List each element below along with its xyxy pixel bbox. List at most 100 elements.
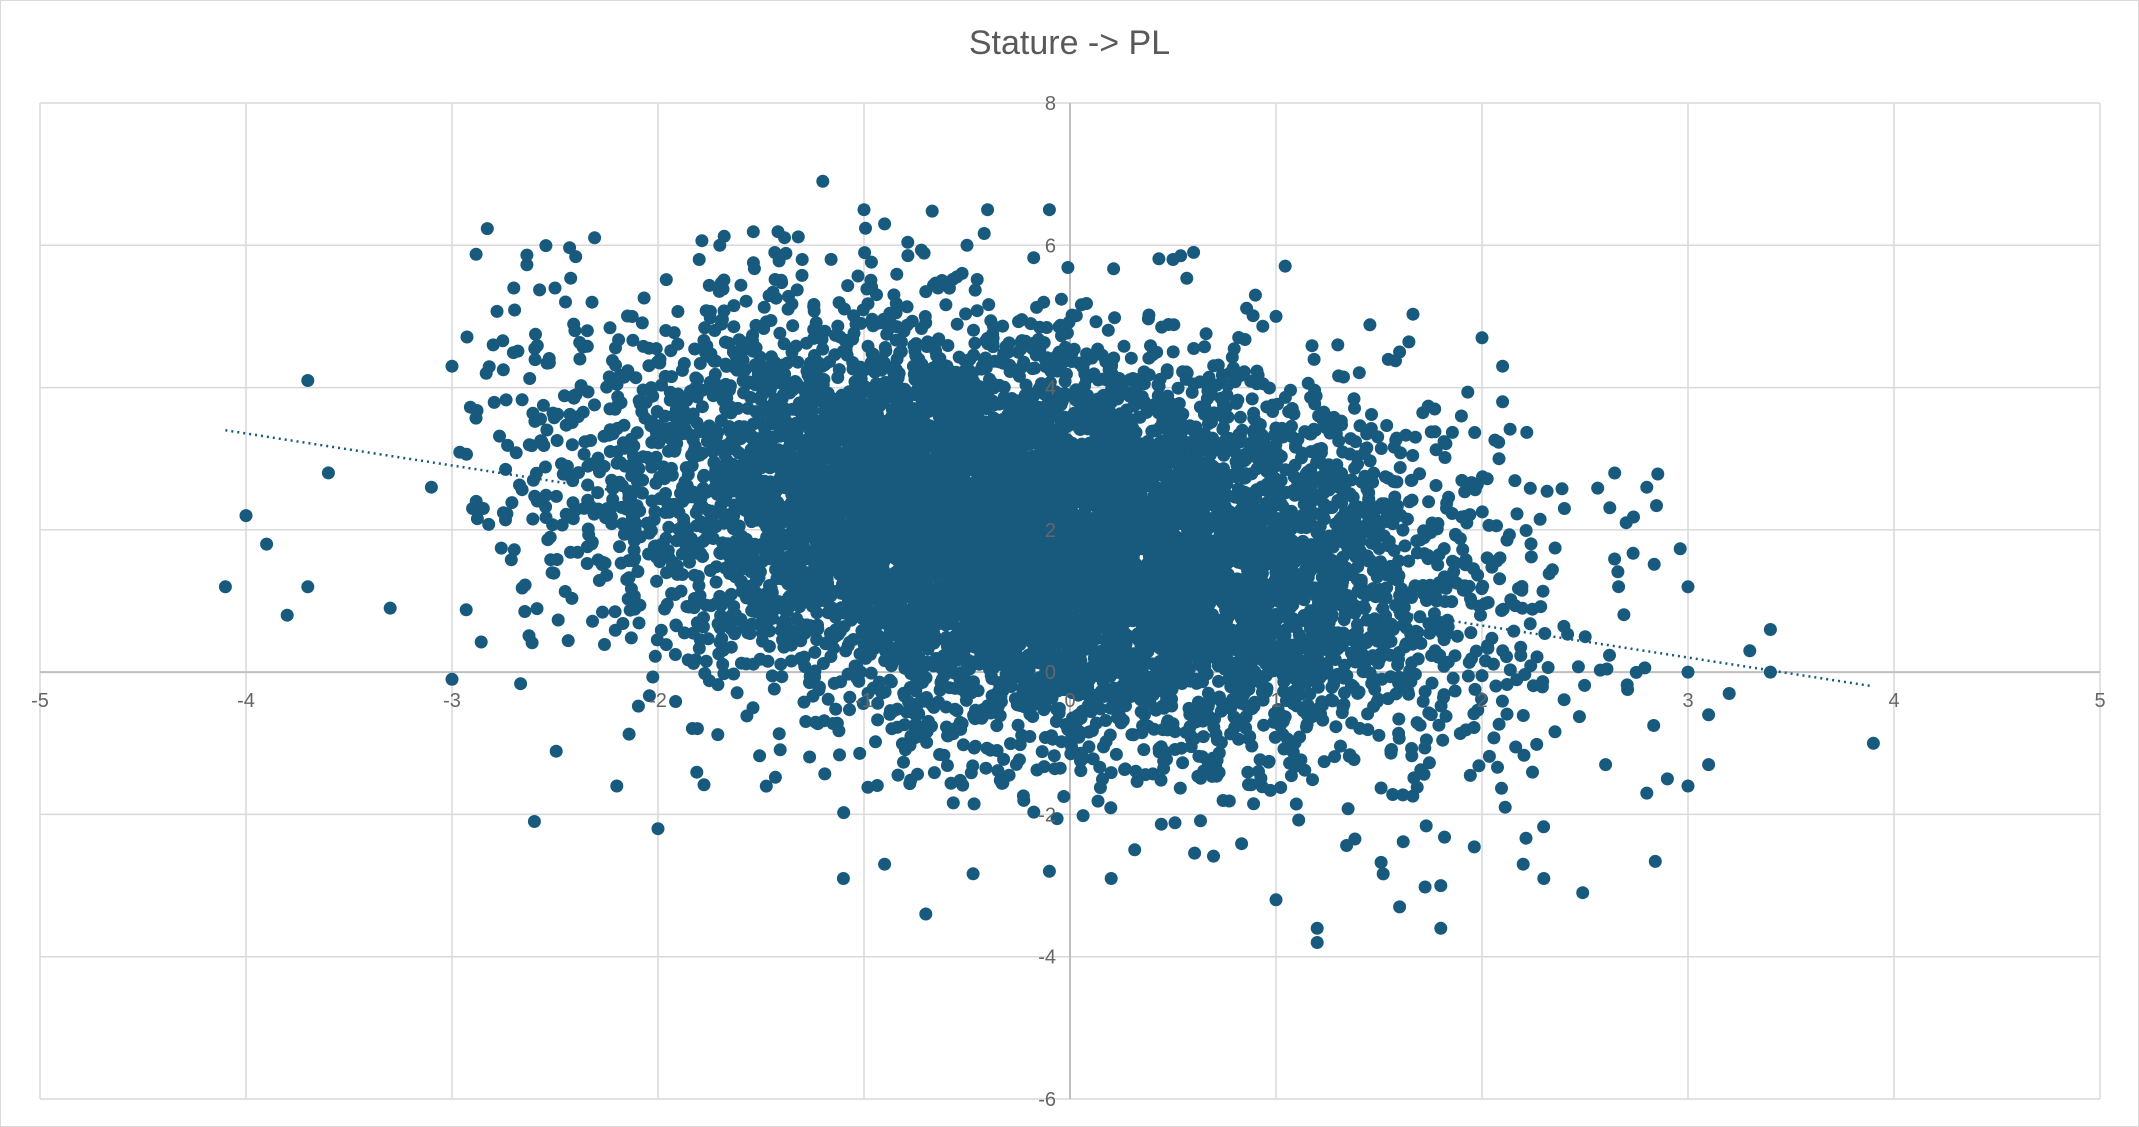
data-point xyxy=(977,227,991,240)
data-point xyxy=(1493,572,1507,586)
data-point xyxy=(1047,749,1061,763)
data-point xyxy=(1222,794,1236,808)
data-point xyxy=(1233,410,1247,424)
data-point xyxy=(453,445,467,459)
data-point xyxy=(746,256,760,270)
data-point xyxy=(1482,749,1496,763)
data-point xyxy=(1603,648,1616,662)
data-point xyxy=(588,398,601,412)
data-point xyxy=(1422,495,1436,509)
data-point xyxy=(515,393,529,407)
data-point xyxy=(580,324,594,338)
data-point xyxy=(1446,671,1460,685)
data-point xyxy=(711,728,725,742)
data-point xyxy=(1348,461,1362,475)
data-point xyxy=(1268,730,1282,744)
data-point xyxy=(668,444,682,458)
data-point xyxy=(699,598,713,612)
data-point xyxy=(613,540,626,554)
data-point xyxy=(1508,474,1522,488)
data-point xyxy=(1402,687,1416,701)
data-point xyxy=(490,304,504,318)
data-point xyxy=(1141,434,1155,448)
data-point xyxy=(699,654,713,668)
data-point xyxy=(821,692,835,706)
data-point xyxy=(1485,631,1499,645)
data-point xyxy=(901,249,915,263)
data-point xyxy=(1572,710,1586,724)
data-point xyxy=(1057,790,1071,803)
data-point xyxy=(1180,271,1194,285)
data-point xyxy=(1461,669,1475,683)
data-point xyxy=(496,506,510,520)
data-point xyxy=(1436,733,1450,747)
data-point xyxy=(1621,683,1635,696)
data-point xyxy=(1429,479,1443,492)
data-point xyxy=(991,764,1005,778)
data-point xyxy=(1237,365,1251,379)
data-point xyxy=(1338,658,1352,672)
data-point xyxy=(870,779,884,792)
data-point xyxy=(918,310,932,323)
data-point xyxy=(1487,731,1501,745)
data-point xyxy=(1608,466,1622,480)
data-point xyxy=(775,670,789,684)
data-point xyxy=(1239,710,1253,724)
data-point xyxy=(773,743,787,757)
data-point xyxy=(487,395,501,409)
data-point xyxy=(1340,839,1354,852)
data-point xyxy=(598,638,611,651)
data-point xyxy=(505,496,519,510)
data-point xyxy=(968,336,982,350)
data-point xyxy=(538,460,552,474)
data-point xyxy=(523,372,537,385)
data-point xyxy=(616,617,630,630)
data-point xyxy=(1437,688,1451,702)
data-point xyxy=(833,748,846,762)
data-point xyxy=(967,741,981,755)
data-point xyxy=(853,746,867,760)
data-point xyxy=(1361,723,1375,737)
data-point xyxy=(1035,745,1049,759)
data-point xyxy=(541,533,555,547)
data-point xyxy=(952,350,966,364)
data-point xyxy=(520,258,534,272)
data-point xyxy=(1137,743,1151,757)
data-point xyxy=(1392,712,1406,726)
data-point xyxy=(901,235,915,249)
data-point xyxy=(1492,452,1506,466)
data-point xyxy=(632,616,646,630)
data-point xyxy=(508,303,522,317)
data-point xyxy=(1402,335,1416,349)
data-point xyxy=(915,322,928,335)
data-point xyxy=(1101,323,1115,337)
data-point xyxy=(659,273,673,287)
data-point xyxy=(626,333,640,347)
data-point xyxy=(1352,366,1366,380)
data-point xyxy=(549,489,563,503)
data-point xyxy=(772,727,786,741)
data-point xyxy=(697,468,711,482)
data-point xyxy=(1199,327,1213,341)
data-point xyxy=(767,682,781,696)
data-point xyxy=(1341,802,1355,816)
data-point xyxy=(765,669,779,683)
data-point xyxy=(1648,854,1662,868)
data-point xyxy=(727,667,741,681)
data-point xyxy=(1419,819,1433,833)
data-point xyxy=(469,247,483,261)
data-point xyxy=(1054,292,1068,306)
data-point xyxy=(1004,737,1017,751)
data-point xyxy=(808,645,822,659)
data-point xyxy=(1526,765,1539,779)
data-point xyxy=(1292,813,1306,827)
data-point xyxy=(526,512,540,526)
data-point xyxy=(1410,716,1424,730)
data-point xyxy=(665,370,678,384)
data-point xyxy=(1109,747,1123,761)
data-point xyxy=(1603,501,1617,515)
data-point xyxy=(1037,760,1051,774)
data-point xyxy=(540,423,554,437)
data-point xyxy=(1262,754,1276,768)
